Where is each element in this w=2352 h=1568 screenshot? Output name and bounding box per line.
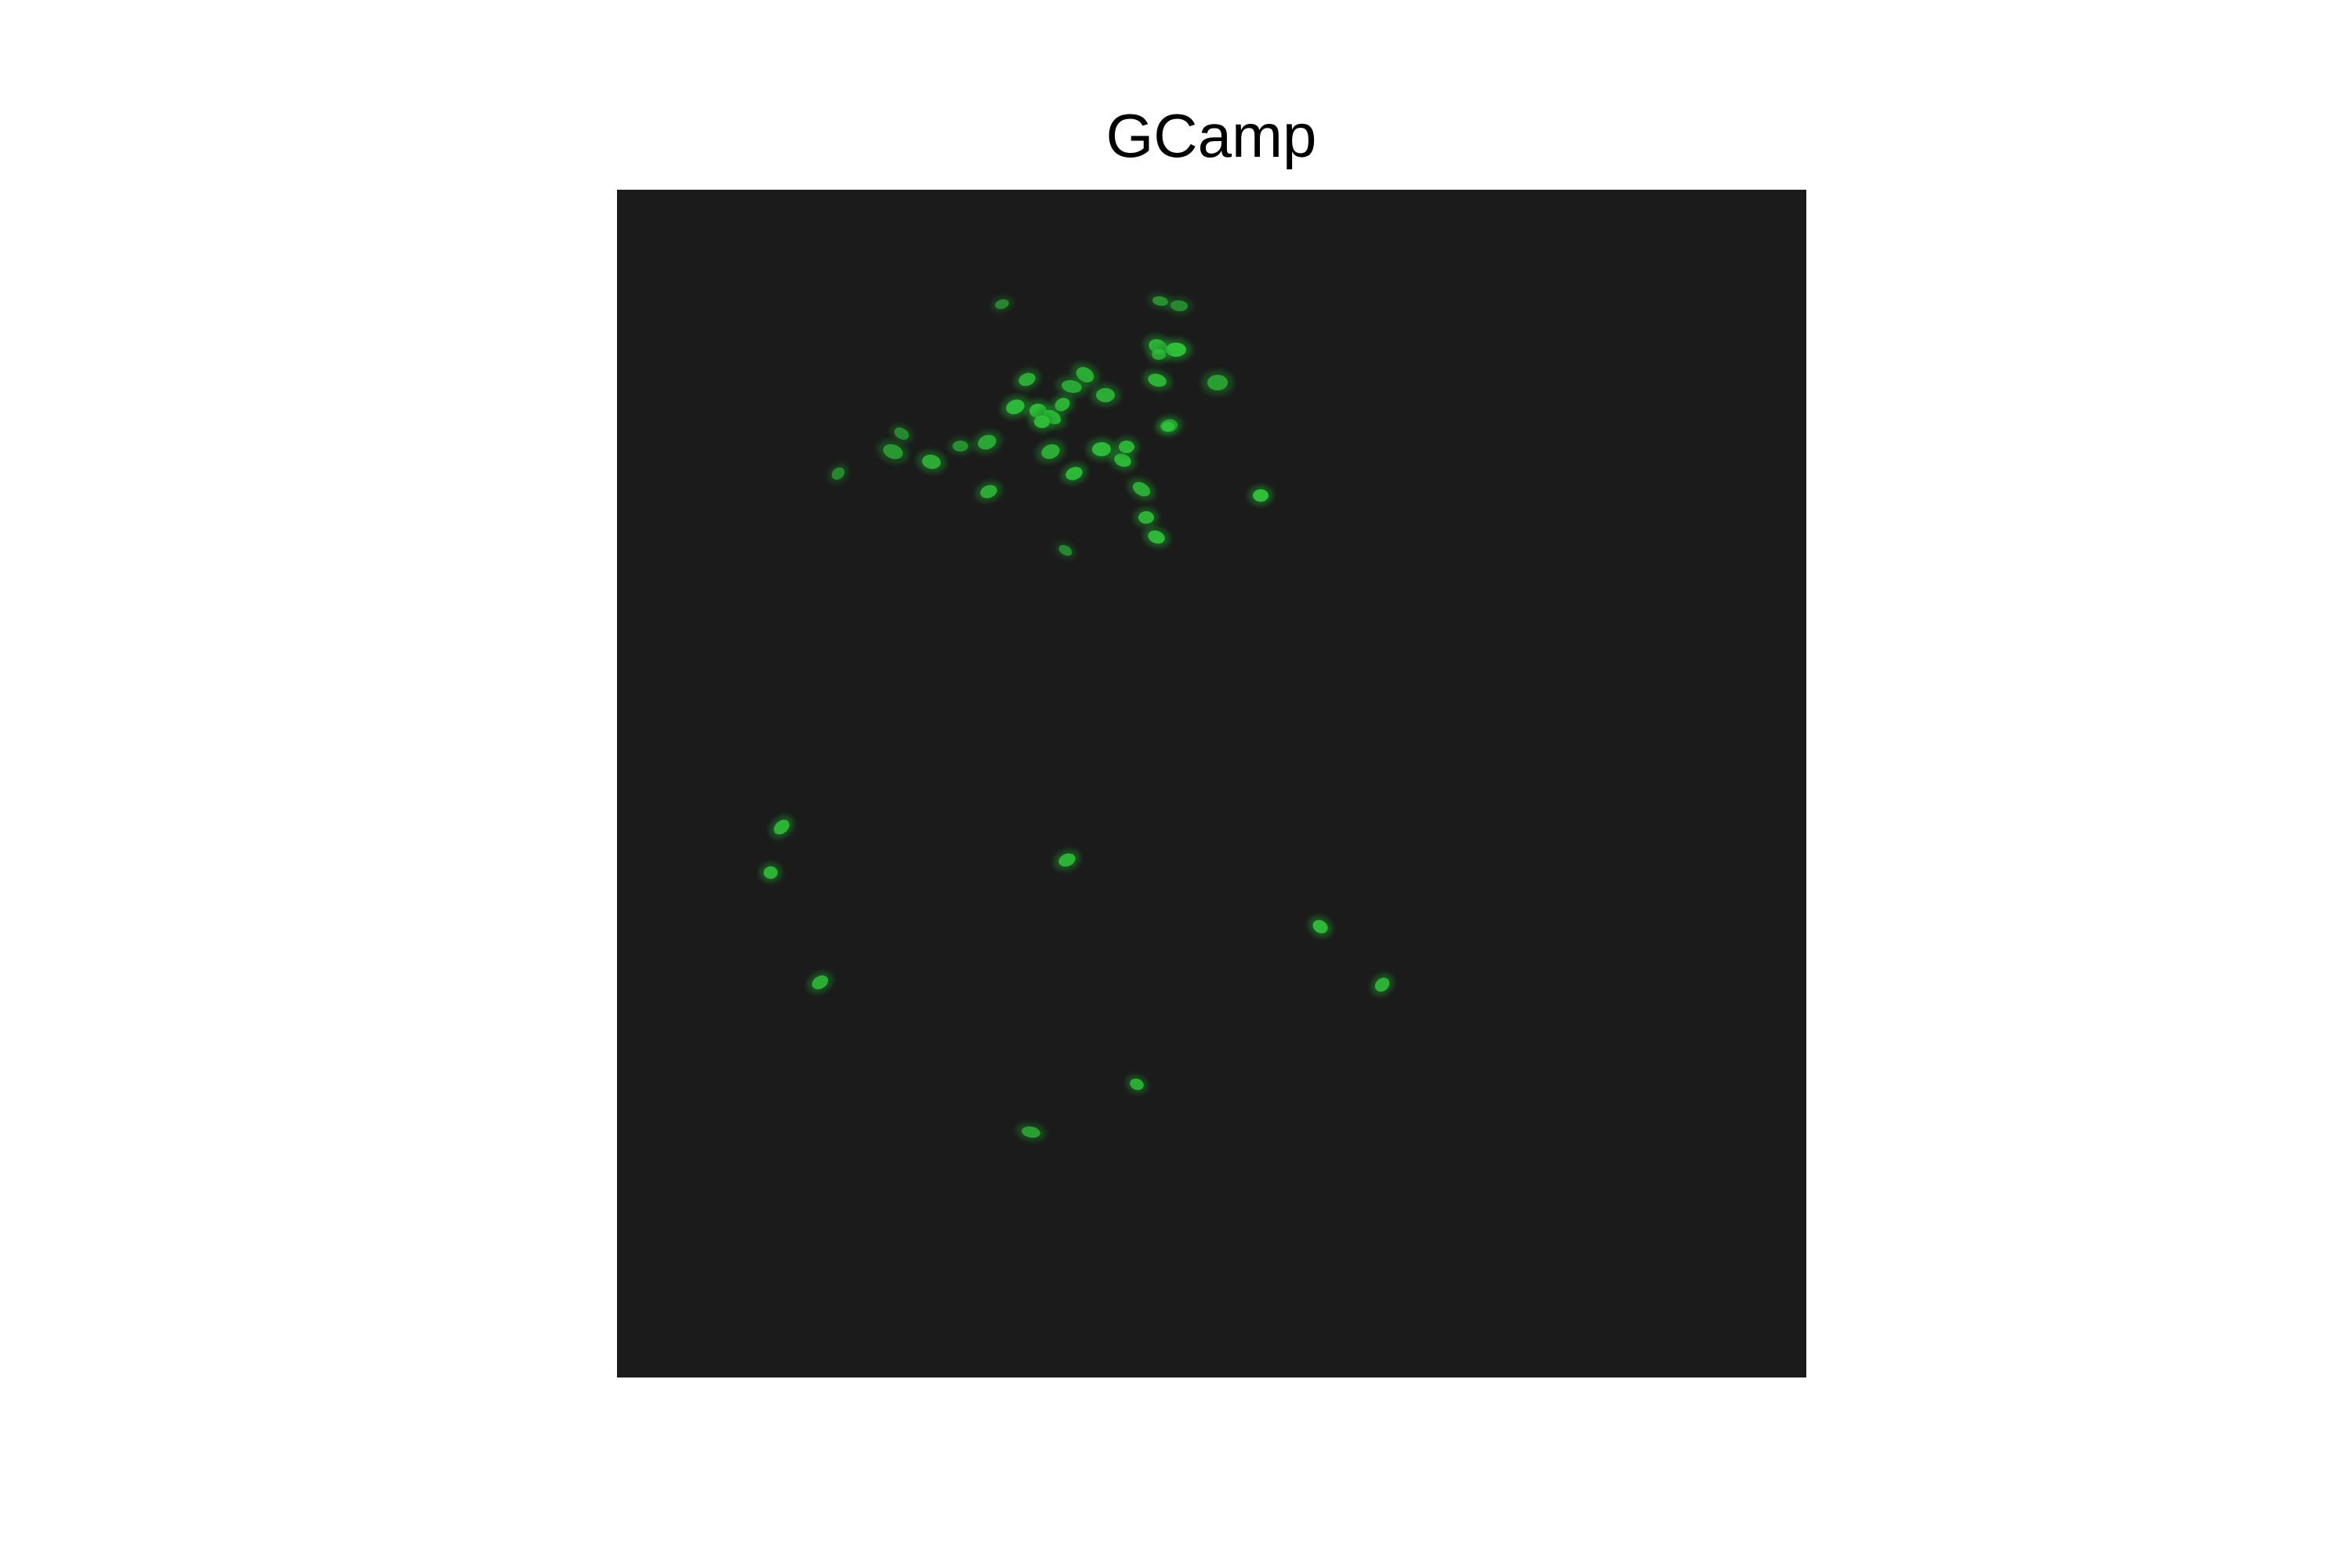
fluorescent-cell: [1374, 978, 1390, 992]
fluorescent-cell: [995, 299, 1009, 310]
fluorescent-cell: [1132, 481, 1151, 497]
fluorescent-cell: [1166, 343, 1186, 357]
fluorescent-cell: [1096, 388, 1115, 402]
fluorescent-cell: [1006, 399, 1025, 415]
fluorescent-cell: [1152, 296, 1168, 307]
fluorescent-cell: [831, 467, 845, 480]
fluorescent-cell: [1148, 373, 1167, 387]
fluorescent-cell: [1092, 442, 1111, 456]
fluorescent-cell: [1171, 299, 1188, 312]
fluorescent-cell: [883, 444, 903, 459]
fluorescent-cell: [1022, 1126, 1040, 1138]
fluorescent-cell: [1119, 441, 1134, 453]
figure-title: GCamp: [1105, 101, 1317, 170]
fluorescent-cell: [1054, 397, 1070, 412]
fluorescent-cell: [1058, 853, 1076, 867]
fluorescent-cell: [1312, 920, 1328, 934]
fluorescent-cell: [774, 819, 789, 835]
fluorescent-cell: [1148, 530, 1165, 544]
fluorescent-cell: [1076, 367, 1094, 383]
fluorescent-cell: [1062, 379, 1082, 394]
fluorescent-cell: [894, 427, 909, 440]
fluorescent-cell: [1138, 511, 1154, 524]
fluorescent-cell: [1207, 375, 1228, 390]
fluorescent-cell: [980, 485, 997, 499]
fluorescent-cell: [811, 975, 829, 989]
fluorescent-cell: [1058, 545, 1073, 556]
fluorescent-cell: [1018, 372, 1036, 387]
fluorescence-micrograph: [617, 190, 1806, 1377]
fluorescent-cell: [1162, 422, 1174, 431]
cell-layer: [759, 293, 1394, 1142]
fluorescent-cell: [1152, 349, 1166, 360]
fluorescent-cell: [1253, 489, 1269, 502]
fluorescent-cell: [922, 454, 941, 470]
fluorescent-cell: [953, 441, 968, 452]
fluorescent-cell: [764, 866, 778, 879]
fluorescent-cell: [1041, 444, 1060, 459]
fluorescent-cell: [1065, 466, 1083, 481]
fluorescent-cell: [978, 434, 996, 450]
fluorescent-cell: [1130, 1078, 1144, 1091]
image-background: [617, 190, 1806, 1377]
fluorescent-cell: [1034, 416, 1050, 428]
